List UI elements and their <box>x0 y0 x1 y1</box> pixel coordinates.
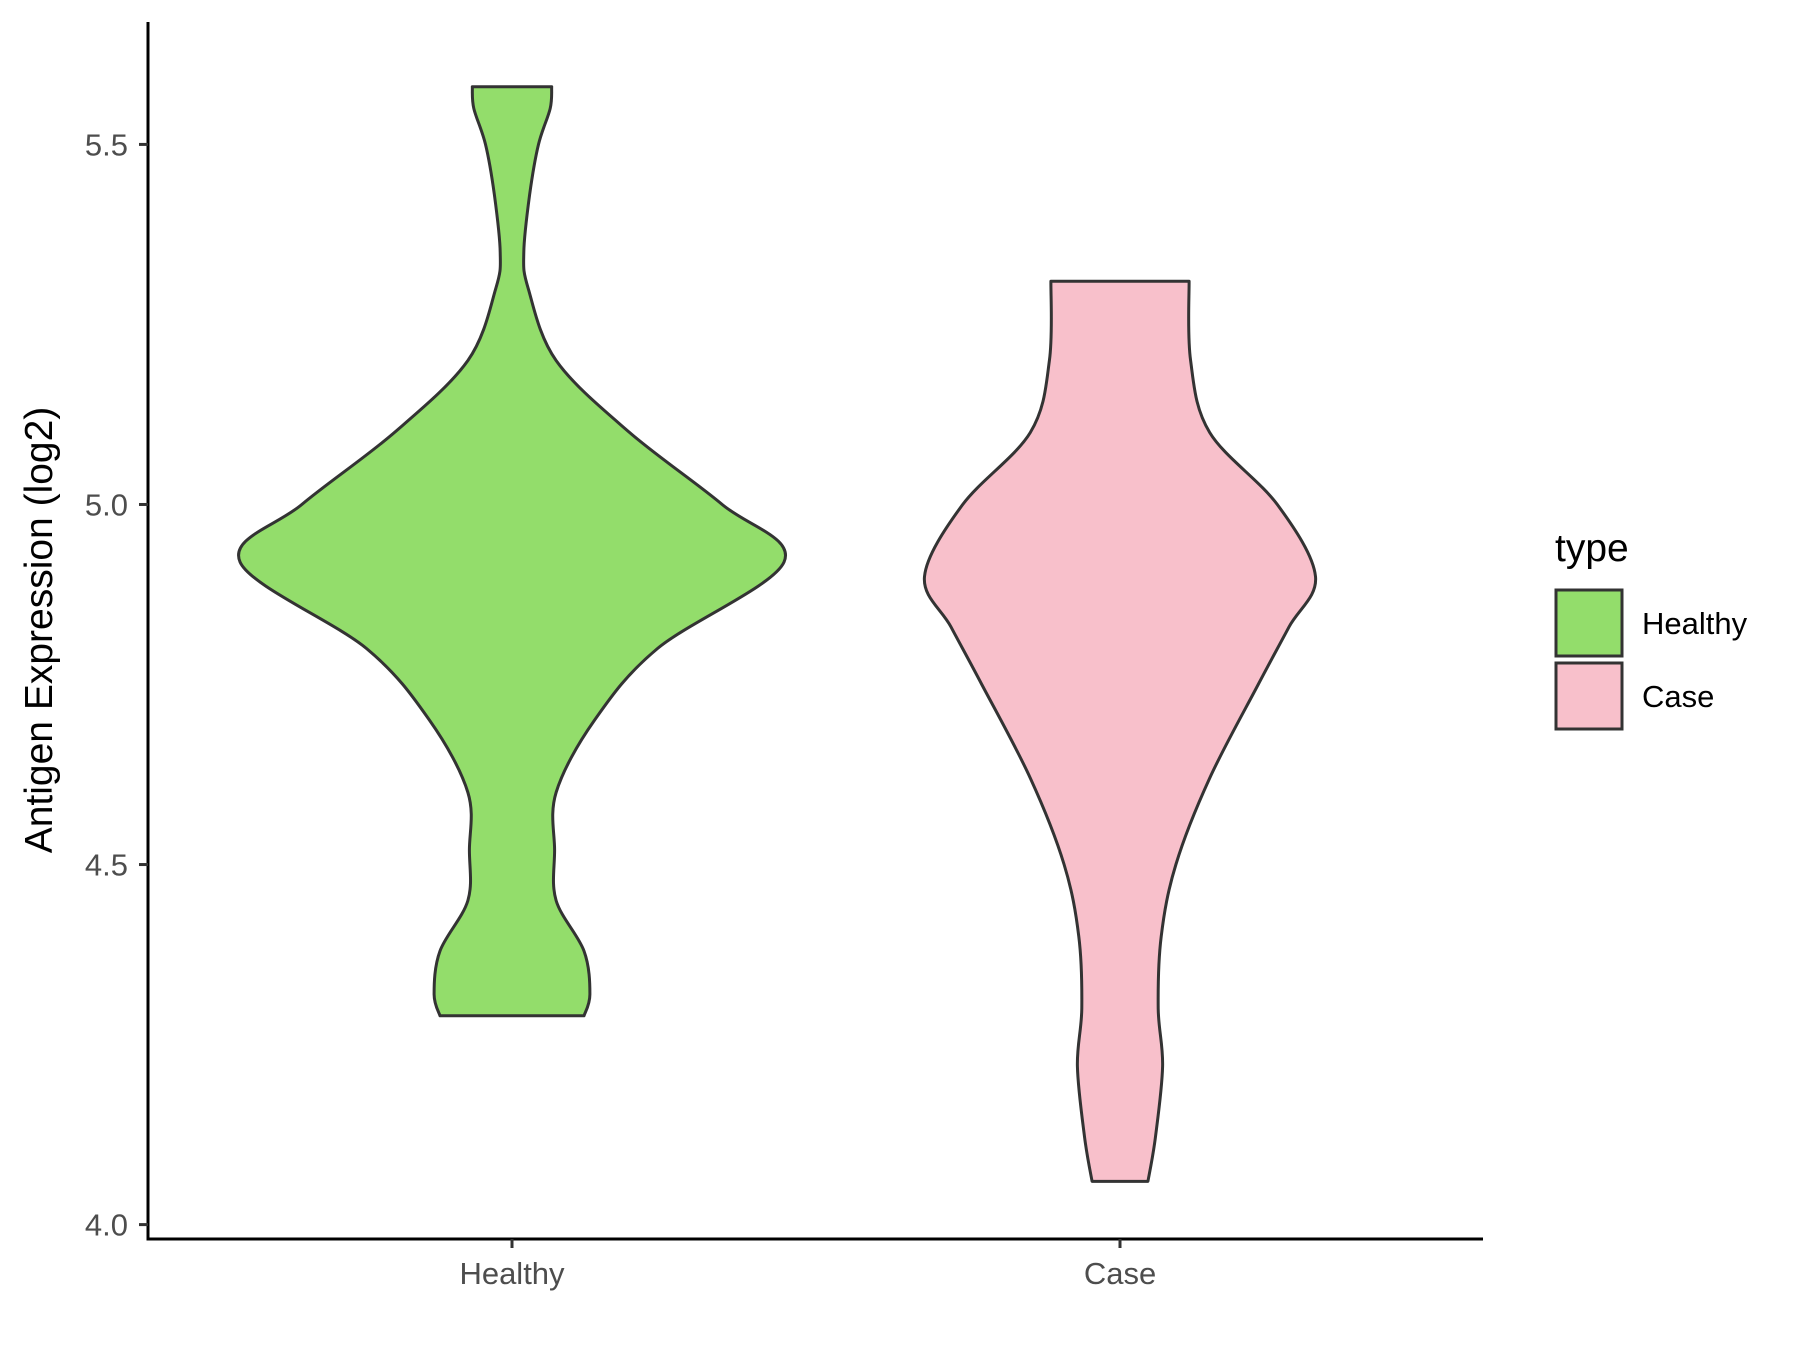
y-ticks: 4.0 4.5 5.0 5.5 <box>85 127 148 1243</box>
y-tick-label: 5.0 <box>85 487 128 522</box>
y-tick-label: 5.5 <box>85 127 128 162</box>
y-tick-label: 4.0 <box>85 1208 128 1243</box>
legend-label-case: Case <box>1642 679 1714 714</box>
y-axis-title: Antigen Expression (log2) <box>18 407 61 854</box>
violin-case <box>922 279 1318 1183</box>
violin-healthy <box>237 85 788 1018</box>
legend-swatch-case <box>1554 661 1624 731</box>
x-tick-label: Healthy <box>459 1256 565 1291</box>
x-tick-label: Case <box>1084 1256 1156 1291</box>
legend: type Healthy Case <box>1554 527 1748 731</box>
legend-swatch-healthy <box>1554 588 1624 658</box>
legend-label-healthy: Healthy <box>1642 606 1748 641</box>
y-tick-label: 4.5 <box>85 848 128 883</box>
violins <box>237 85 1318 1183</box>
legend-title: type <box>1555 527 1629 570</box>
x-ticks: Healthy Case <box>459 1239 1156 1291</box>
